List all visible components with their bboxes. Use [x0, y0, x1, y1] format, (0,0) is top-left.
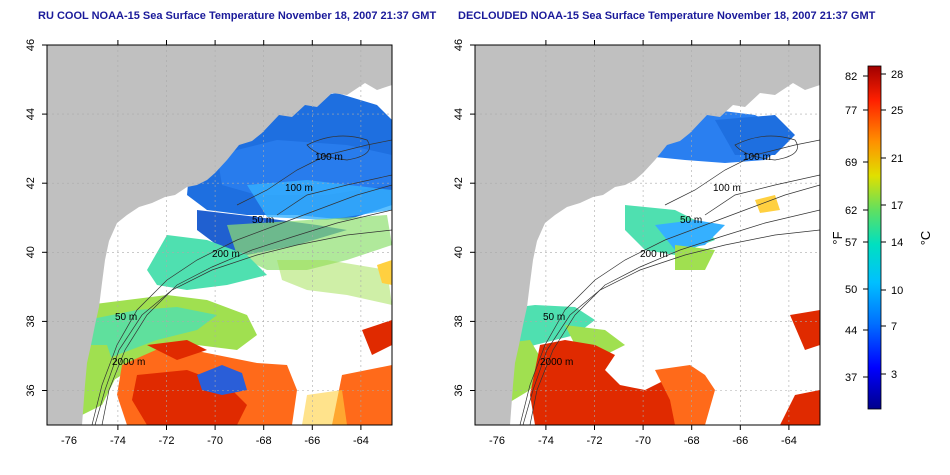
- left-lon-tick: -64: [353, 435, 369, 447]
- celsius-tick: 3: [891, 369, 897, 381]
- right-map-title: DECLOUDED NOAA-15 Sea Surface Temperatur…: [458, 10, 876, 22]
- fahrenheit-tick: 50: [845, 284, 857, 296]
- fahrenheit-unit-label: °F: [830, 231, 845, 244]
- left-lat-tick: 38: [25, 315, 37, 327]
- right-lon-tick: -70: [635, 435, 651, 447]
- left-lat-tick: 42: [25, 177, 37, 189]
- left-contour-label-200m: 200 m: [212, 249, 240, 260]
- left-contour-label-50m-b: 50 m: [115, 312, 137, 323]
- right-lon-tick: -72: [587, 435, 603, 447]
- right-map-panel: 100 m 100 m 50 m 200 m 50 m 2000 m: [474, 44, 821, 426]
- left-contour-label-50m-a: 50 m: [252, 215, 274, 226]
- right-lat-tick: 46: [453, 39, 465, 51]
- right-lat-tick: 42: [453, 177, 465, 189]
- celsius-tick: 28: [891, 69, 903, 81]
- right-contour-label-100m-b: 100 m: [713, 183, 741, 194]
- left-contour-label-100m-a: 100 m: [315, 152, 343, 163]
- left-lat-tick: 40: [25, 246, 37, 258]
- fahrenheit-tick: 57: [845, 237, 857, 249]
- left-lon-tick: -74: [110, 435, 126, 447]
- celsius-tick: 25: [891, 105, 903, 117]
- left-lat-axis: 46 44 42 40 38 36: [25, 39, 47, 397]
- celsius-tick: 14: [891, 237, 903, 249]
- fahrenheit-tick: 37: [845, 372, 857, 384]
- left-grid: [47, 45, 392, 425]
- left-contour-label-2000m: 2000 m: [112, 357, 145, 368]
- fahrenheit-tick: 77: [845, 105, 857, 117]
- right-contour-label-50m-b: 50 m: [543, 312, 565, 323]
- right-lat-tick: 44: [453, 108, 465, 120]
- left-lon-tick: -72: [159, 435, 175, 447]
- right-lon-axis: -76 -74 -72 -70 -68 -66 -64: [489, 40, 797, 447]
- celsius-unit-label: °C: [918, 231, 933, 246]
- left-lon-tick: -68: [256, 435, 272, 447]
- right-lat-tick: 40: [453, 246, 465, 258]
- colorbar-gradient: [867, 65, 882, 410]
- celsius-tick: 7: [891, 321, 897, 333]
- right-lat-axis: 46 44 42 40 38 36: [453, 39, 475, 397]
- right-contour-label-50m-a: 50 m: [680, 215, 702, 226]
- right-contour-label-100m-a: 100 m: [743, 152, 771, 163]
- left-lat-tick: 36: [25, 384, 37, 396]
- right-map-frame: [474, 44, 821, 426]
- right-contour-label-2000m: 2000 m: [540, 357, 573, 368]
- right-lon-tick: -76: [489, 435, 505, 447]
- left-lon-tick: -76: [61, 435, 77, 447]
- left-map-frame: [46, 44, 393, 426]
- right-lon-tick: -64: [781, 435, 797, 447]
- left-bathymetry-contours: [91, 135, 392, 425]
- right-lat-tick: 38: [453, 315, 465, 327]
- left-lon-tick: -70: [207, 435, 223, 447]
- left-lon-tick: -66: [304, 435, 320, 447]
- left-lat-tick: 44: [25, 108, 37, 120]
- right-lon-tick: -68: [684, 435, 700, 447]
- right-bathymetry-contours: [519, 135, 820, 425]
- left-contour-label-100m-b: 100 m: [285, 183, 313, 194]
- fahrenheit-tick: 69: [845, 157, 857, 169]
- fahrenheit-tick: 82: [845, 71, 857, 83]
- left-map-title: RU COOL NOAA-15 Sea Surface Temperature …: [38, 10, 437, 22]
- left-lat-tick: 46: [25, 39, 37, 51]
- fahrenheit-tick: 62: [845, 205, 857, 217]
- right-grid: [475, 45, 820, 425]
- celsius-tick: 17: [891, 200, 903, 212]
- temperature-colorbar: 82 77 69 62 57 50 44 37 28 25 21 17 14 1…: [830, 65, 933, 410]
- right-lat-tick: 36: [453, 384, 465, 396]
- left-lon-axis: -76 -74 -72 -70 -68 -66 -64: [61, 40, 369, 447]
- fahrenheit-tick: 44: [845, 325, 857, 337]
- right-contour-label-200m: 200 m: [640, 249, 668, 260]
- celsius-tick: 21: [891, 153, 903, 165]
- right-lon-tick: -66: [732, 435, 748, 447]
- right-lon-tick: -74: [538, 435, 554, 447]
- left-map-panel: 100 m 100 m 50 m 200 m 50 m 2000 m: [46, 44, 393, 426]
- celsius-tick: 10: [891, 285, 903, 297]
